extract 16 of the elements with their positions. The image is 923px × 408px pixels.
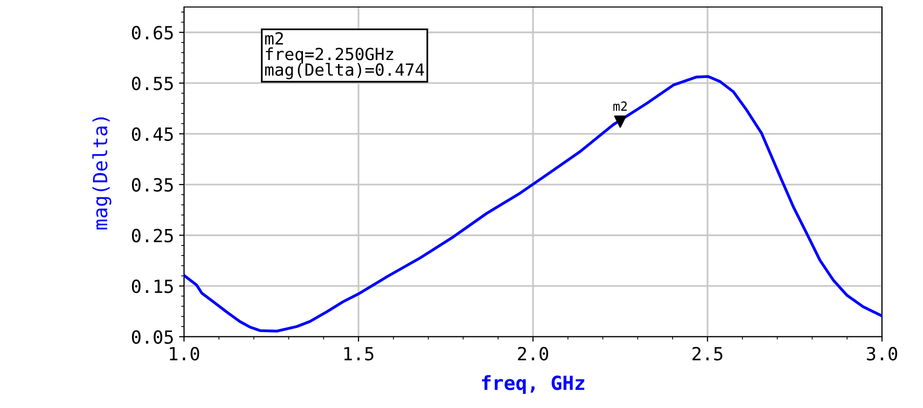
y-tick-label: 0.25: [132, 228, 173, 242]
y-axis-title: mag(Delta): [92, 117, 112, 230]
y-tick-label: 0.15: [132, 279, 173, 294]
x-tick-label: 2.5: [692, 346, 722, 360]
y-tick-label: 0.35: [132, 178, 173, 192]
x-tick-label: 1.0: [170, 346, 200, 360]
y-tick-label: 0.05: [132, 330, 173, 344]
x-tick-label: 1.5: [344, 347, 374, 360]
x-axis-title: freq, GHz: [482, 375, 584, 394]
annotation: m2 freq=2.250GHz mag(Delta)=0.474: [265, 32, 424, 80]
x-tick-label: 2.0: [518, 346, 548, 360]
annotation: m2: [613, 101, 627, 111]
y-tick-label: 0.45: [132, 127, 173, 141]
y-tick-label: 0.65: [132, 26, 173, 40]
y-tick-label: 0.55: [132, 76, 173, 90]
x-tick-label: 3.0: [866, 346, 898, 360]
